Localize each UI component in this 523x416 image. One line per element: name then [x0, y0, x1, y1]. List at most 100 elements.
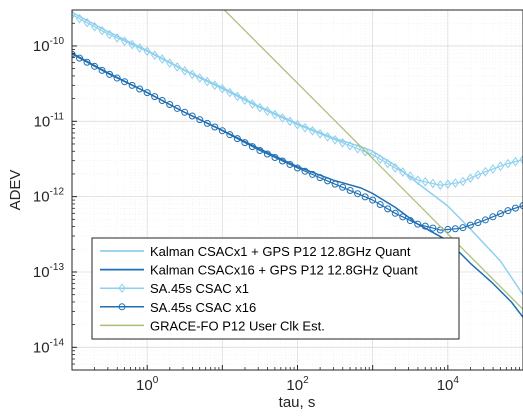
diamond-marker: [301, 122, 309, 133]
diamond-marker: [496, 161, 505, 172]
circle-marker: [466, 221, 474, 229]
circle-marker: [346, 186, 354, 194]
diamond-marker: [233, 91, 241, 102]
diamond-marker: [354, 143, 362, 154]
circle-marker: [399, 213, 407, 221]
circle-marker: [83, 58, 91, 66]
circle-marker: [511, 204, 519, 212]
diamond-marker: [118, 283, 126, 294]
circle-marker: [406, 217, 414, 225]
diamond-marker: [181, 65, 189, 76]
legend-label: Kalman CSACx16 + GPS P12 12.8GHz Quant: [150, 263, 418, 278]
diamond-marker: [256, 102, 264, 113]
diamond-marker: [241, 95, 249, 106]
circle-marker: [301, 167, 309, 175]
circle-marker: [459, 224, 467, 232]
diamond-marker: [188, 69, 196, 80]
circle-marker: [158, 97, 166, 105]
circle-marker: [256, 146, 264, 154]
circle-marker: [354, 190, 362, 198]
diamond-marker: [98, 25, 106, 36]
diamond-marker: [263, 106, 272, 116]
diamond-marker: [421, 177, 429, 187]
diamond-marker: [406, 171, 414, 181]
diamond-marker: [391, 163, 399, 173]
circle-marker: [263, 150, 271, 158]
diamond-marker: [451, 178, 459, 188]
circle-marker: [339, 183, 347, 191]
legend: Kalman CSACx1 + GPS P12 12.8GHz Quant Kal…: [91, 237, 460, 340]
circle-marker: [151, 93, 159, 101]
diamond-marker: [399, 167, 407, 177]
diamond-marker: [218, 83, 226, 94]
circle-marker: [271, 153, 279, 161]
circle-marker: [451, 225, 459, 233]
circle-marker: [474, 219, 482, 227]
diamond-marker: [72, 10, 76, 20]
circle-marker: [421, 222, 429, 230]
circle-marker: [188, 112, 196, 120]
legend-label: SA.45s CSAC x1: [150, 281, 249, 296]
circle-marker: [128, 81, 136, 89]
circle-marker: [361, 193, 369, 201]
diamond-marker: [474, 170, 482, 180]
diamond-marker: [211, 80, 219, 91]
circle-marker: [106, 70, 114, 78]
diamond-marker: [293, 119, 302, 130]
y-tick-labels: 10-10 10-11 10-12 10-13 10-14: [33, 36, 65, 356]
diamond-marker: [278, 113, 287, 123]
diamond-marker: [436, 180, 444, 190]
y-tick-label: 10-12: [33, 187, 65, 206]
circle-marker: [143, 89, 151, 97]
circle-marker: [211, 123, 219, 131]
diamond-marker: [414, 175, 422, 185]
diamond-marker: [481, 166, 490, 177]
diamond-marker: [143, 46, 151, 57]
legend-box: [91, 237, 460, 340]
diamond-marker: [166, 58, 174, 68]
circle-marker: [173, 104, 181, 112]
diamond-marker: [196, 73, 204, 83]
circle-marker: [113, 74, 121, 82]
diamond-marker: [203, 76, 211, 87]
diamond-marker: [75, 13, 84, 24]
diamond-marker: [459, 176, 467, 187]
diamond-marker: [286, 116, 294, 127]
x-tick-label: 102: [286, 375, 309, 394]
circle-marker: [504, 207, 512, 215]
y-tick-label: 10-13: [33, 262, 65, 281]
diamond-marker: [346, 140, 354, 151]
circle-marker: [233, 135, 241, 143]
circle-marker: [376, 200, 384, 208]
diamond-marker: [136, 43, 144, 53]
circle-marker: [72, 50, 76, 58]
circle-marker: [91, 62, 99, 70]
diamond-marker: [361, 146, 369, 157]
circle-marker: [118, 303, 126, 311]
circle-marker: [414, 220, 422, 228]
series-group: [72, 10, 523, 190]
diamond-marker: [429, 178, 437, 189]
diamond-marker: [158, 54, 166, 64]
circle-marker: [278, 157, 286, 165]
x-tick-labels: 100 102 104: [136, 375, 459, 394]
circle-marker: [331, 180, 339, 188]
y-axis-label: ADEV: [7, 170, 24, 211]
legend-label: GRACE-FO P12 User Clk Est.: [150, 318, 325, 333]
diamond-marker: [173, 62, 181, 72]
circle-marker: [203, 119, 211, 127]
circle-marker: [98, 66, 106, 74]
circle-marker: [166, 100, 174, 108]
diamond-marker: [120, 36, 129, 47]
legend-label: SA.45s CSAC x16: [150, 300, 256, 315]
circle-marker: [444, 225, 452, 233]
circle-marker: [369, 196, 377, 204]
series-line: [223, 10, 523, 310]
diamond-marker: [308, 125, 317, 136]
diamond-marker: [384, 158, 392, 169]
diamond-marker: [90, 21, 99, 32]
circle-marker: [481, 216, 489, 224]
circle-marker: [519, 202, 523, 210]
circle-marker: [76, 54, 84, 62]
diamond-marker: [519, 154, 523, 165]
